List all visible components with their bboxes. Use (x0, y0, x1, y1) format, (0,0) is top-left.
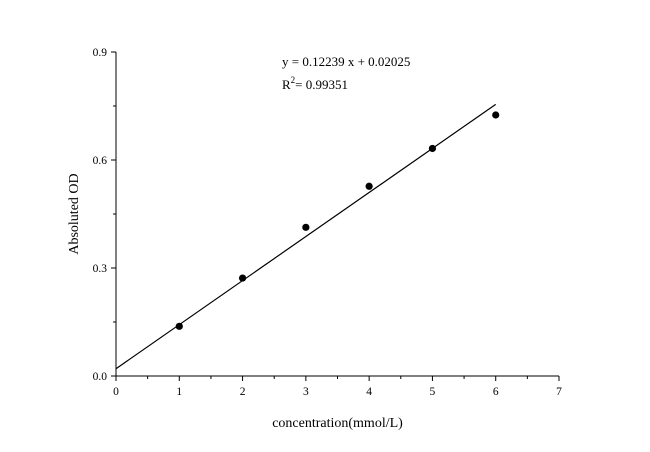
r-squared-value: = 0.99351 (295, 77, 348, 92)
data-point (238, 274, 247, 282)
x-tick-label: 5 (430, 386, 436, 398)
data-point (302, 223, 310, 231)
y-tick-label: 0.3 (93, 263, 108, 275)
y-tick-label: 0.9 (93, 47, 108, 59)
x-tick-label: 0 (113, 386, 119, 398)
x-tick-label: 1 (176, 386, 182, 398)
x-tick-label: 2 (240, 386, 246, 398)
data-point (365, 182, 373, 190)
fit-line (115, 103, 497, 370)
r-squared-label: R2= 0.99351 (282, 75, 348, 92)
y-tick-label: 0.6 (93, 155, 108, 167)
x-axis-title: concentration(mmol/L) (272, 416, 403, 431)
r-squared-superscript: 2 (291, 75, 296, 85)
x-tick-label: 3 (303, 386, 309, 398)
x-tick-label: 6 (493, 386, 499, 398)
x-tick-label: 7 (556, 386, 562, 398)
x-tick-label: 4 (366, 386, 372, 398)
y-tick-label: 0.0 (93, 371, 108, 383)
fit-equation: y = 0.12239 x + 0.02025 (282, 54, 410, 69)
y-axis-title: Absoluted OD (67, 173, 82, 254)
data-point (428, 144, 437, 153)
data-point (492, 111, 500, 119)
r-squared-prefix: R (282, 77, 291, 92)
data-point (175, 322, 183, 330)
